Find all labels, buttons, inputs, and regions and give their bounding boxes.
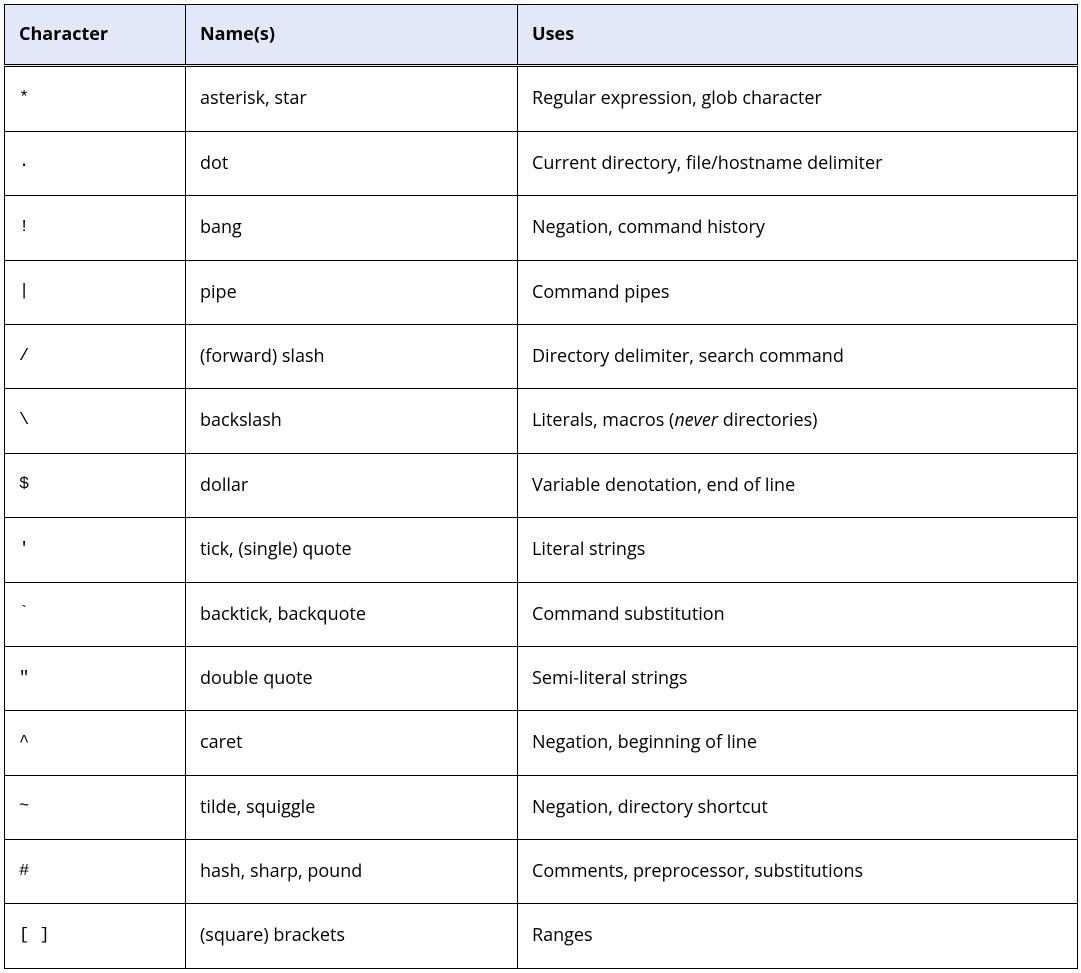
cell-name: dollar bbox=[186, 453, 518, 517]
table-row: \ backslash Literals, macros (never dire… bbox=[5, 389, 1078, 453]
cell-name: hash, sharp, pound bbox=[186, 840, 518, 904]
table-row: ' tick, (single) quote Literal strings bbox=[5, 518, 1078, 582]
table-row: . dot Current directory, file/hostname d… bbox=[5, 131, 1078, 195]
characters-table: Character Name(s) Uses * asterisk, star … bbox=[4, 4, 1078, 969]
cell-name: tilde, squiggle bbox=[186, 775, 518, 839]
cell-uses: Regular expression, glob character bbox=[518, 66, 1078, 131]
cell-uses: Semi-literal strings bbox=[518, 646, 1078, 710]
cell-uses: Command pipes bbox=[518, 260, 1078, 324]
uses-text-em: never bbox=[674, 408, 718, 432]
cell-name: asterisk, star bbox=[186, 66, 518, 131]
cell-uses: Command substitution bbox=[518, 582, 1078, 646]
cell-char: \ bbox=[5, 389, 186, 453]
cell-name: bang bbox=[186, 196, 518, 260]
cell-char: " bbox=[5, 646, 186, 710]
cell-char: * bbox=[5, 66, 186, 131]
cell-uses: Ranges bbox=[518, 904, 1078, 968]
table-row: | pipe Command pipes bbox=[5, 260, 1078, 324]
uses-text-post: directories) bbox=[718, 408, 817, 432]
cell-name: backtick, backquote bbox=[186, 582, 518, 646]
cell-name: caret bbox=[186, 711, 518, 775]
cell-char: ^ bbox=[5, 711, 186, 775]
cell-uses: Current directory, file/hostname delimit… bbox=[518, 131, 1078, 195]
cell-name: backslash bbox=[186, 389, 518, 453]
cell-char: $ bbox=[5, 453, 186, 517]
cell-char: ~ bbox=[5, 775, 186, 839]
table-row: " double quote Semi-literal strings bbox=[5, 646, 1078, 710]
table-row: ~ tilde, squiggle Negation, directory sh… bbox=[5, 775, 1078, 839]
cell-name: double quote bbox=[186, 646, 518, 710]
cell-uses: Negation, command history bbox=[518, 196, 1078, 260]
cell-name: pipe bbox=[186, 260, 518, 324]
table-row: # hash, sharp, pound Comments, preproces… bbox=[5, 840, 1078, 904]
cell-char: # bbox=[5, 840, 186, 904]
cell-name: (forward) slash bbox=[186, 324, 518, 388]
table-row: * asterisk, star Regular expression, glo… bbox=[5, 66, 1078, 131]
table-row: ! bang Negation, command history bbox=[5, 196, 1078, 260]
cell-char: ! bbox=[5, 196, 186, 260]
cell-char: / bbox=[5, 324, 186, 388]
table-row: ` backtick, backquote Command substituti… bbox=[5, 582, 1078, 646]
col-header-character: Character bbox=[5, 5, 186, 66]
cell-char: [ ] bbox=[5, 904, 186, 968]
table-header-row: Character Name(s) Uses bbox=[5, 5, 1078, 66]
cell-uses: Negation, directory shortcut bbox=[518, 775, 1078, 839]
cell-char: ` bbox=[5, 582, 186, 646]
table-row: $ dollar Variable denotation, end of lin… bbox=[5, 453, 1078, 517]
col-header-uses: Uses bbox=[518, 5, 1078, 66]
table-body: * asterisk, star Regular expression, glo… bbox=[5, 66, 1078, 968]
cell-char: | bbox=[5, 260, 186, 324]
cell-char: . bbox=[5, 131, 186, 195]
cell-uses: Literal strings bbox=[518, 518, 1078, 582]
cell-uses: Literals, macros (never directories) bbox=[518, 389, 1078, 453]
cell-name: dot bbox=[186, 131, 518, 195]
col-header-names: Name(s) bbox=[186, 5, 518, 66]
cell-uses: Negation, beginning of line bbox=[518, 711, 1078, 775]
cell-name: (square) brackets bbox=[186, 904, 518, 968]
table-row: / (forward) slash Directory delimiter, s… bbox=[5, 324, 1078, 388]
cell-uses: Variable denotation, end of line bbox=[518, 453, 1078, 517]
cell-name: tick, (single) quote bbox=[186, 518, 518, 582]
cell-uses: Comments, preprocessor, substitutions bbox=[518, 840, 1078, 904]
uses-text-pre: Literals, macros ( bbox=[532, 408, 674, 432]
cell-char: ' bbox=[5, 518, 186, 582]
table-row: ^ caret Negation, beginning of line bbox=[5, 711, 1078, 775]
table-row: [ ] (square) brackets Ranges bbox=[5, 904, 1078, 968]
cell-uses: Directory delimiter, search command bbox=[518, 324, 1078, 388]
